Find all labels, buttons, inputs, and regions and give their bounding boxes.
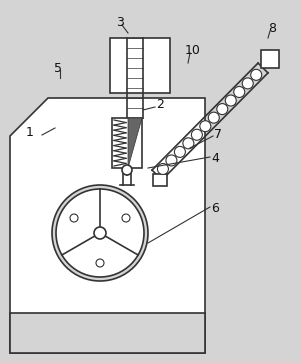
Circle shape: [122, 165, 132, 175]
Circle shape: [94, 227, 106, 239]
Text: 10: 10: [185, 44, 201, 57]
Circle shape: [174, 146, 185, 158]
Circle shape: [52, 185, 148, 281]
Bar: [10, 313, 205, 353]
Text: 6: 6: [211, 201, 219, 215]
Circle shape: [225, 95, 236, 106]
Text: 2: 2: [156, 98, 164, 111]
Text: 1: 1: [26, 126, 34, 139]
Text: 7: 7: [214, 129, 222, 142]
Bar: [153, 174, 167, 186]
Circle shape: [157, 163, 169, 175]
Circle shape: [251, 69, 262, 80]
Polygon shape: [10, 98, 205, 353]
Circle shape: [217, 103, 228, 115]
Circle shape: [200, 121, 211, 132]
Circle shape: [191, 129, 202, 140]
Circle shape: [56, 189, 144, 277]
Text: 4: 4: [211, 151, 219, 164]
Circle shape: [166, 155, 177, 166]
Circle shape: [96, 259, 104, 267]
Bar: [110, 38, 170, 93]
Circle shape: [234, 86, 245, 98]
Circle shape: [242, 78, 253, 89]
Text: 5: 5: [54, 61, 62, 74]
Polygon shape: [128, 118, 142, 168]
Circle shape: [183, 138, 194, 149]
Text: 3: 3: [116, 16, 124, 29]
Circle shape: [208, 112, 219, 123]
Bar: [261, 50, 279, 68]
Text: 8: 8: [268, 21, 276, 34]
Bar: [112, 118, 142, 168]
Circle shape: [122, 214, 130, 222]
Circle shape: [70, 214, 78, 222]
